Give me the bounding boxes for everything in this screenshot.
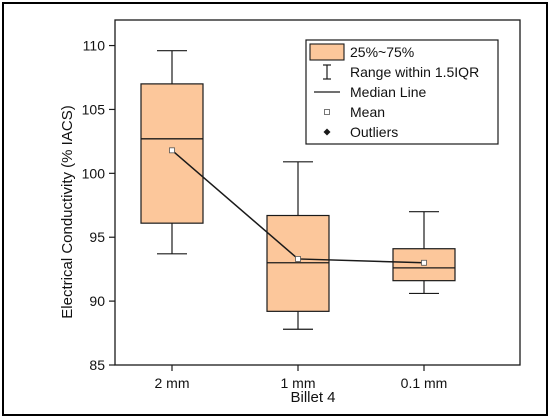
x-axis-title: Billet 4 bbox=[290, 389, 335, 406]
legend-entry-label: Median Line bbox=[350, 84, 426, 100]
x-tick-label: 1 mm bbox=[281, 375, 316, 391]
legend-swatch-box bbox=[309, 43, 345, 61]
legend-entry-label: Outliers bbox=[350, 124, 398, 140]
legend: 25%~75% Range within 1.5IQR Median Line Mea… bbox=[305, 39, 499, 145]
y-tick-label: 85 bbox=[89, 357, 105, 373]
legend-entry-label: Mean bbox=[350, 104, 385, 120]
iqr-box bbox=[140, 83, 204, 224]
mean-marker bbox=[421, 259, 427, 266]
y-tick-label: 90 bbox=[89, 293, 105, 309]
y-tick-label: 105 bbox=[82, 101, 106, 117]
mean-marker bbox=[169, 147, 175, 154]
legend-entry-label: 25%~75% bbox=[350, 44, 414, 60]
x-tick-label: 0.1 mm bbox=[401, 375, 448, 391]
y-tick-label: 110 bbox=[83, 38, 106, 54]
mean-marker bbox=[295, 256, 301, 262]
plot-area: 85 90 95 100 105 110 2 mm 1 mm 0.1 mm bbox=[82, 19, 521, 391]
plot-frame bbox=[114, 19, 521, 366]
y-tick-label: 95 bbox=[89, 229, 105, 245]
legend-symbol-mean bbox=[324, 109, 330, 115]
legend-entry-label: Range within 1.5IQR bbox=[350, 64, 479, 80]
y-axis-title: Electrical Conductivity (% IACS) bbox=[59, 105, 76, 318]
x-tick-label: 2 mm bbox=[155, 375, 190, 391]
legend-symbol-outliers bbox=[323, 128, 331, 136]
y-tick-label: 100 bbox=[82, 165, 106, 181]
